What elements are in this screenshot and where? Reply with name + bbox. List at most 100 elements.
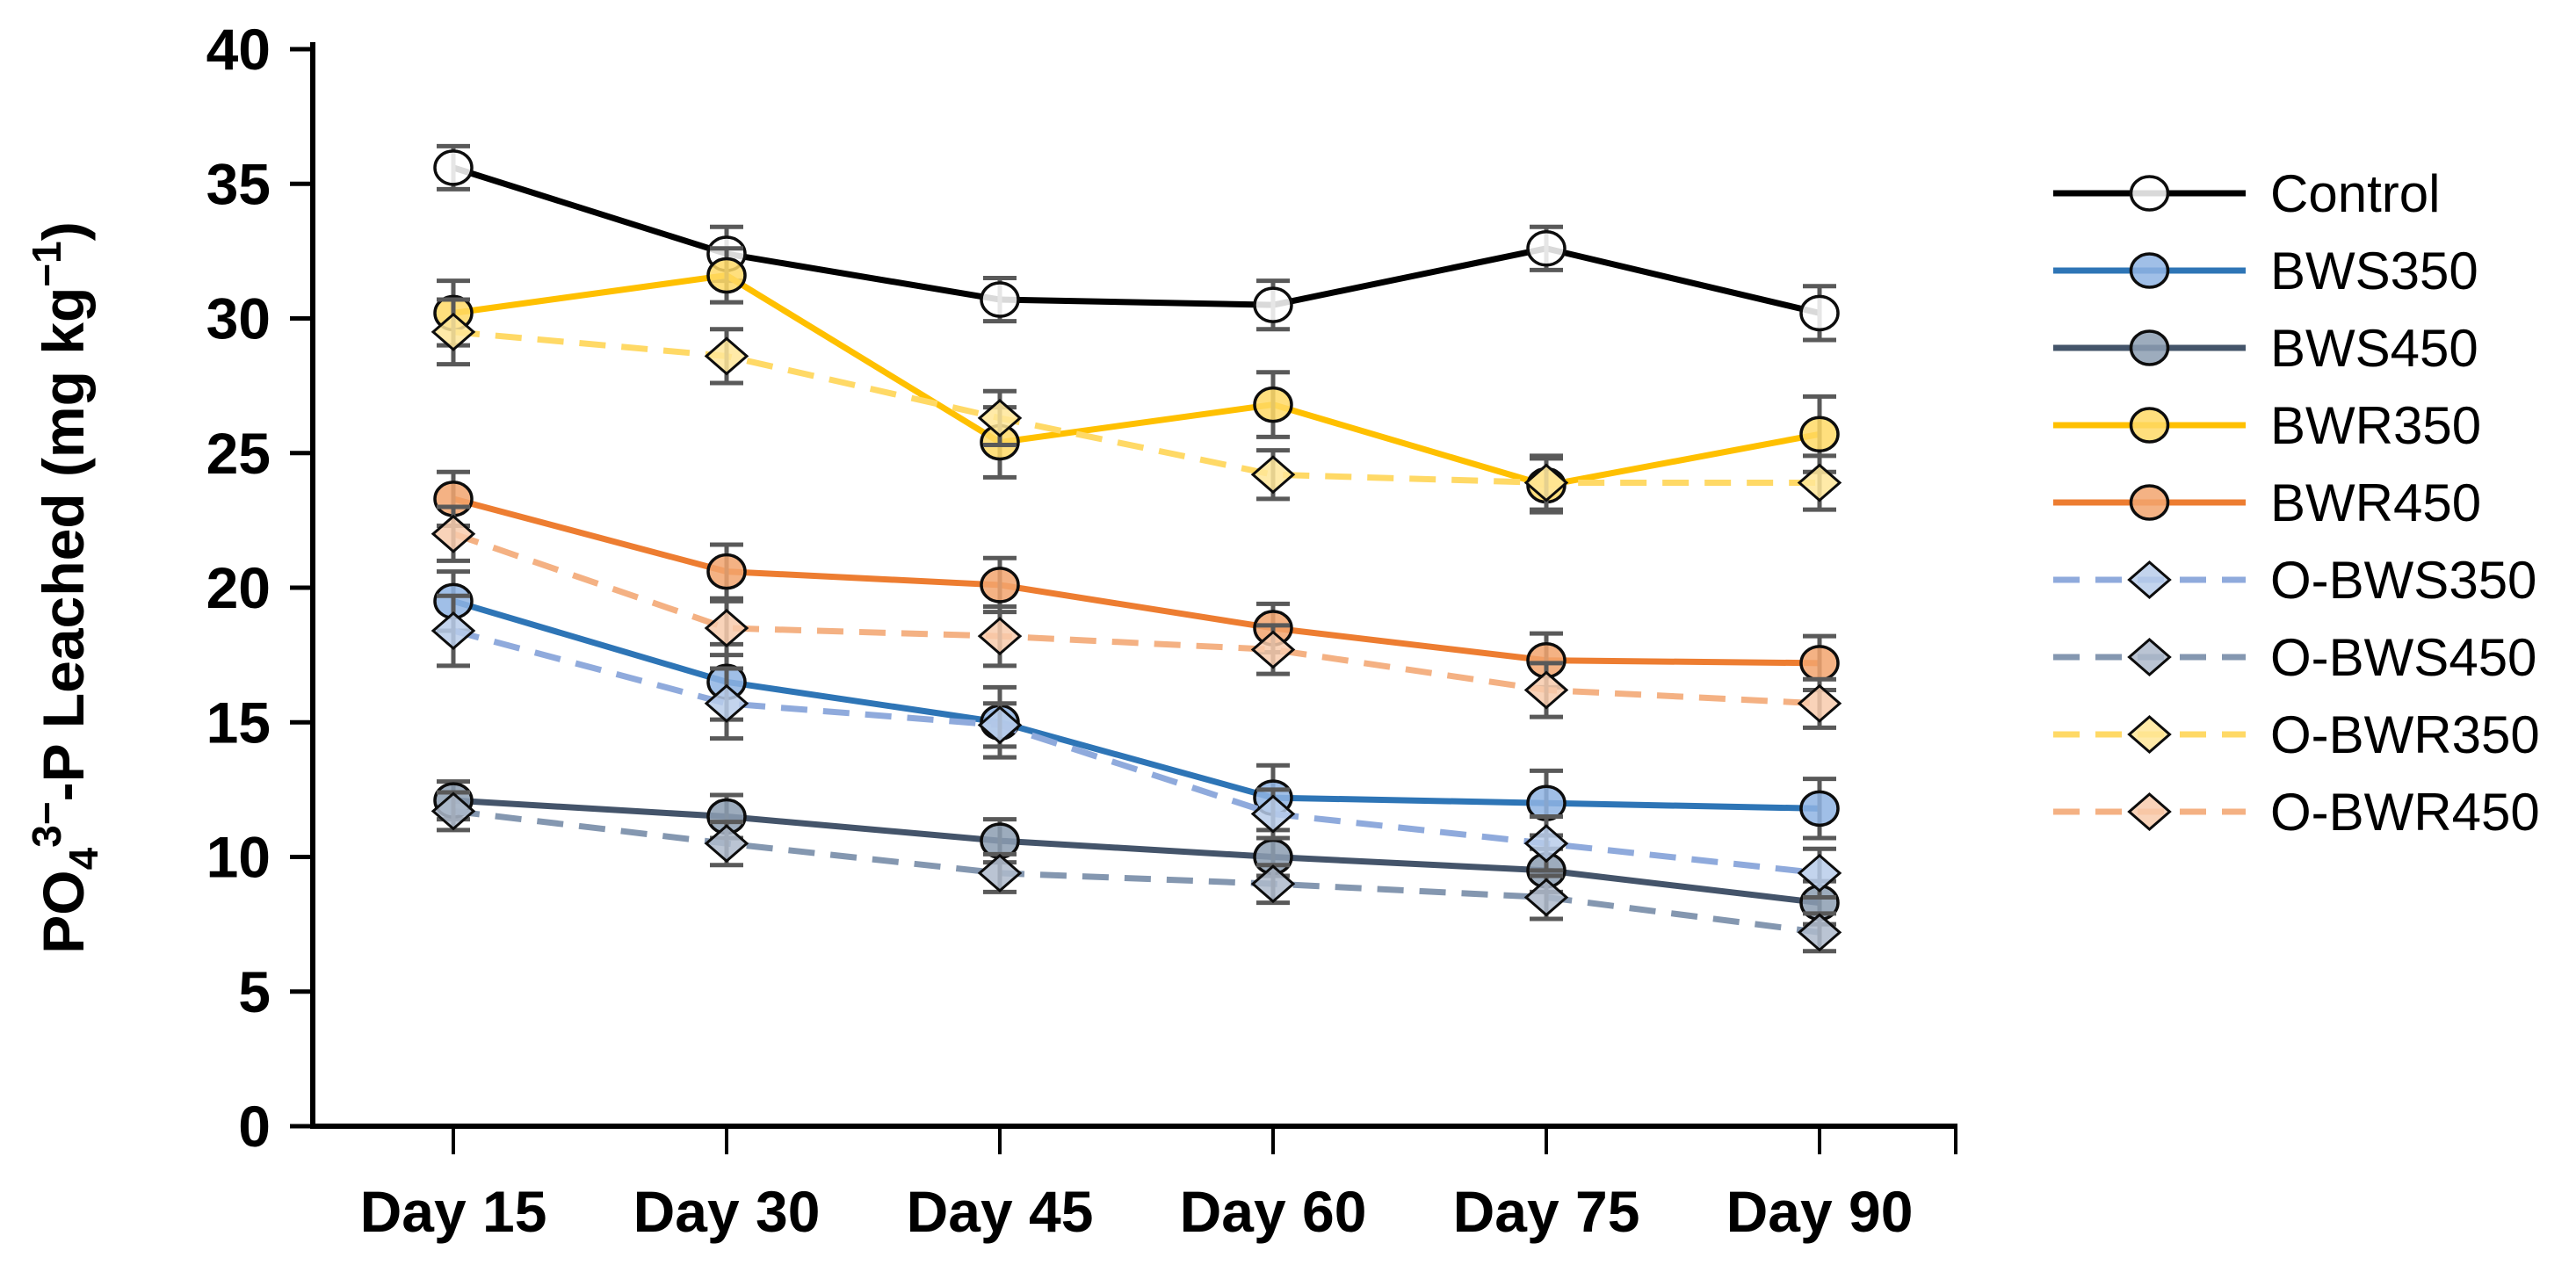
y-axis-title-text: PO43−-P Leached (mg kg−1) [24,221,106,953]
data-point-marker [706,257,747,294]
data-point-marker [431,792,476,831]
data-point-marker [704,683,749,723]
series-line [452,797,1820,907]
error-bars [437,297,1836,512]
data-point-marker [2129,252,2170,289]
x-tick-label: Day 60 [1180,1179,1367,1244]
data-point-marker [1250,455,1296,495]
legend-item-O-BWS450: O-BWS450 [2053,628,2536,687]
series-O-BWR350 [431,297,1842,512]
data-point-marker [2127,715,2172,754]
legend-label: O-BWS450 [2270,628,2536,687]
series-line [452,531,1820,707]
data-point-marker [704,608,749,647]
data-point-marker [1250,864,1296,904]
data-point-marker [1523,878,1569,917]
data-point-marker [977,617,1023,656]
data-point-marker [1253,286,1293,323]
data-point-marker [1797,683,1842,723]
data-point-marker [431,312,476,351]
data-point-marker [977,705,1023,745]
data-point-marker [1799,294,1840,332]
legend-label: BWS450 [2270,319,2478,378]
legend-item-Control: Control [2053,164,2440,223]
series-O-BWS350 [431,593,1842,900]
data-point-marker [1523,824,1569,864]
data-point-marker [1253,386,1293,423]
x-tick-label: Day 30 [633,1179,821,1244]
error-bars [437,790,1836,954]
data-point-marker [1797,853,1842,893]
legend-label: Control [2270,164,2440,223]
data-point-marker [433,149,474,186]
y-tick-label: 35 [206,151,271,216]
data-point-marker [980,281,1020,318]
data-point-marker [980,567,1020,604]
series-O-BWR450 [431,504,1842,730]
legend-label: BWR450 [2270,473,2481,532]
data-point-marker [704,824,749,864]
y-tick-label: 0 [238,1094,271,1159]
series-BWR350 [433,246,1840,515]
legend-item-BWS450: BWS450 [2053,319,2478,378]
y-tick-label: 10 [206,825,271,890]
legend-label: BWS350 [2270,242,2478,300]
series-line [452,271,1820,489]
series-line [452,597,1820,812]
legend-item-BWS350: BWS350 [2053,242,2478,300]
y-axis: 0 5 10 15 20 25 30 35 40 [206,17,315,1159]
legend-label: O-BWR350 [2270,705,2540,764]
legend-label: O-BWS350 [2270,551,2536,610]
series-O-BWS450 [431,790,1842,954]
data-point-marker [2127,792,2172,831]
legend-label: O-BWR450 [2270,783,2540,842]
data-point-marker [2127,560,2172,599]
legend-item-BWR350: BWR350 [2053,396,2481,455]
data-point-marker [431,611,476,651]
series-line [452,627,1820,877]
data-point-marker [1526,230,1567,267]
x-tick-label: Day 90 [1726,1179,1914,1244]
data-point-marker [2129,175,2170,212]
data-point-marker [2127,638,2172,676]
data-point-marker [2129,484,2170,521]
data-point-marker [1523,463,1569,502]
x-axis: Day 15 Day 30 Day 45 Day 60 Day 75 Day 90 [311,1124,1957,1244]
series-line [452,807,1820,936]
error-bars [437,569,1836,841]
data-point-marker [2129,407,2170,444]
legend-item-O-BWR350: O-BWR350 [2053,705,2540,764]
error-bars [437,143,1836,343]
data-point-marker [1797,913,1842,952]
data-point-marker [431,514,476,553]
y-tick-label: 5 [238,959,271,1024]
legend-label: BWR350 [2270,396,2481,455]
y-tick-label: 40 [206,17,271,82]
data-point-marker [2129,329,2170,366]
y-axis-title: PO43−-P Leached (mg kg−1) [24,221,106,953]
x-tick-label: Day 45 [907,1179,1094,1244]
series-line [452,495,1820,667]
y-tick-label: 15 [206,690,271,755]
data-point-marker [1797,463,1842,502]
data-point-marker [1250,794,1296,834]
legend-item-BWR450: BWR450 [2053,473,2481,532]
series-line [452,329,1820,486]
data-point-marker [1799,645,1840,682]
legend: Control BWS350 BWS450 BWR350 BWR450 O-BWS350 O… [2053,164,2540,842]
y-tick-label: 30 [206,286,271,351]
series-line [452,164,1820,316]
series-Control [433,143,1840,343]
data-point-marker [1523,670,1569,710]
y-tick-label: 20 [206,555,271,620]
data-point-marker [706,553,747,590]
data-point-marker [977,853,1023,893]
legend-item-O-BWR450: O-BWR450 [2053,783,2540,842]
series-BWS350 [433,569,1840,841]
data-point-marker [704,336,749,376]
x-tick-label: Day 15 [360,1179,547,1244]
y-tick-label: 25 [206,421,271,486]
data-point-marker [1799,790,1840,828]
